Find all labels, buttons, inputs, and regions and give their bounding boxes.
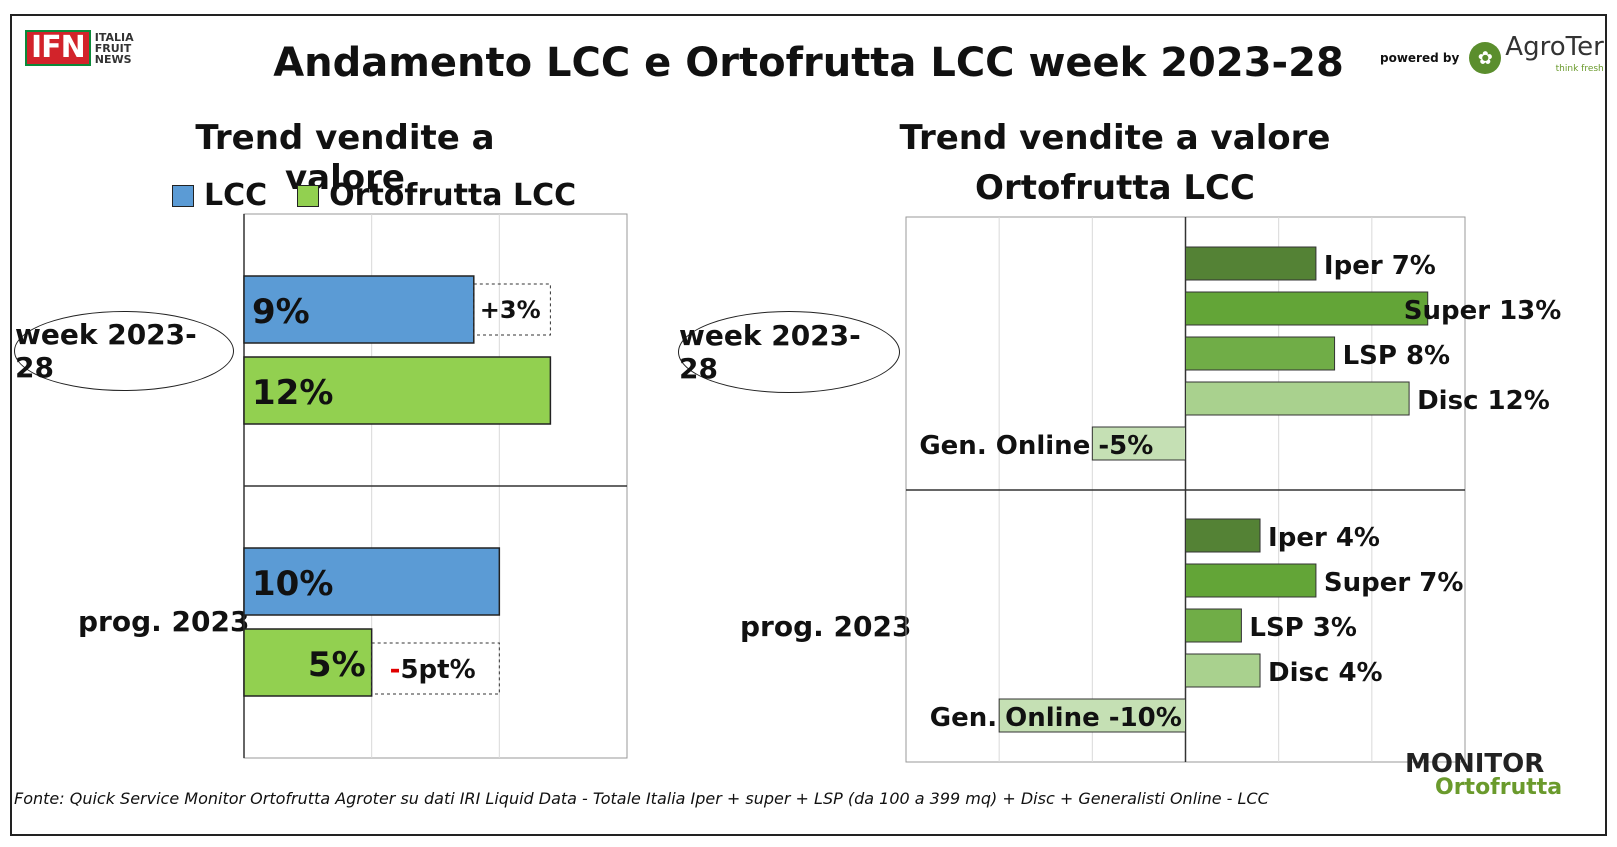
delta-label: +3% bbox=[480, 296, 541, 324]
bar-lcc bbox=[243, 275, 475, 344]
footer-source: Fonte: Quick Service Monitor Ortofrutta … bbox=[14, 789, 1269, 808]
bar-lcc bbox=[243, 547, 501, 616]
right-chart-title-line2: Ortofrutta LCC bbox=[975, 168, 1255, 208]
legend-swatch-lcc bbox=[172, 184, 194, 207]
ifn-logo: IFN ITALIA FRUIT NEWS bbox=[25, 30, 151, 66]
legend-item-lcc: LCC bbox=[172, 178, 267, 213]
agroter-logo: powered by ✿ AgroTer think fresh bbox=[1380, 32, 1604, 80]
bar-label-online: -5% bbox=[1098, 431, 1153, 461]
bar-label: 5% bbox=[308, 645, 366, 685]
bar-label-iper: Iper 4% bbox=[1268, 523, 1380, 553]
bar-iper bbox=[1185, 246, 1317, 281]
tree-icon: ✿ bbox=[1469, 42, 1502, 74]
right-chart-title-line1: Trend vendite a valore bbox=[899, 118, 1331, 158]
ifn-mark: IFN bbox=[25, 30, 91, 66]
bar-lsp bbox=[1185, 336, 1336, 371]
bar-super bbox=[1185, 291, 1429, 326]
monitor-line2: Ortofrutta bbox=[1435, 775, 1563, 800]
monitor-line1: MONITOR bbox=[1405, 749, 1545, 779]
ifn-sub: ITALIA FRUIT NEWS bbox=[94, 30, 134, 66]
legend-swatch-ortofrutta bbox=[297, 184, 320, 207]
bar-online bbox=[998, 698, 1187, 733]
legend: LCC Ortofrutta LCC bbox=[172, 178, 606, 213]
bar-label: 9% bbox=[252, 292, 310, 332]
bar-super bbox=[1185, 563, 1317, 598]
bar-disc bbox=[1185, 381, 1410, 416]
left-category-prog: prog. 2023 bbox=[78, 605, 250, 638]
bar-ortofrutta bbox=[243, 628, 373, 697]
bar-label-super: Super 7% bbox=[1324, 568, 1464, 598]
bar-prefix-online: Gen. Online bbox=[919, 431, 1090, 461]
bar-label-disc: Disc 4% bbox=[1268, 658, 1383, 688]
bar-ortofrutta bbox=[243, 356, 552, 425]
monitor-ortofrutta-logo: MONITOR Ortofrutta bbox=[1405, 749, 1563, 800]
bar-label-lsp: LSP 8% bbox=[1343, 341, 1451, 371]
left-chart-plot: 9% 12% 10% 5% +3% -5pt% bbox=[243, 213, 628, 759]
chart-frame bbox=[10, 14, 1607, 836]
powered-by-text: powered by bbox=[1380, 51, 1460, 65]
bar-label: 12% bbox=[252, 373, 333, 413]
bar-label-super: Super 13% bbox=[1404, 296, 1562, 326]
bar-label-lsp: LSP 3% bbox=[1249, 613, 1357, 643]
bar-lsp bbox=[1185, 608, 1242, 643]
bar-label-iper: Iper 7% bbox=[1324, 251, 1436, 281]
page-title: Andamento LCC e Ortofrutta LCC week 2023… bbox=[273, 40, 1344, 86]
right-category-week: week 2023-28 bbox=[678, 311, 900, 393]
legend-label-lcc: LCC bbox=[204, 178, 268, 213]
left-category-week: week 2023-28 bbox=[14, 311, 234, 391]
bar-online bbox=[1091, 426, 1187, 461]
bar-label-disc: Disc 12% bbox=[1417, 386, 1550, 416]
right-category-prog: prog. 2023 bbox=[740, 610, 912, 643]
bar-label-online: Online -10% bbox=[1005, 703, 1182, 733]
legend-item-ortofrutta: Ortofrutta LCC bbox=[297, 178, 576, 213]
bar-prefix-online: Gen. bbox=[930, 703, 997, 733]
bar-iper bbox=[1185, 518, 1261, 553]
bar-label: 10% bbox=[252, 564, 333, 604]
bar-disc bbox=[1185, 653, 1261, 688]
legend-label-ortofrutta: Ortofrutta LCC bbox=[329, 178, 577, 213]
delta-label: -5pt% bbox=[390, 655, 476, 685]
agroter-name: AgroTer bbox=[1505, 32, 1604, 62]
delta-box bbox=[473, 283, 551, 336]
right-chart-plot: Iper 7% Super 13% LSP 8% Disc 12% -5% Gen. On… bbox=[905, 216, 1562, 763]
delta-box bbox=[371, 642, 500, 695]
agroter-tagline: think fresh bbox=[1555, 64, 1604, 74]
